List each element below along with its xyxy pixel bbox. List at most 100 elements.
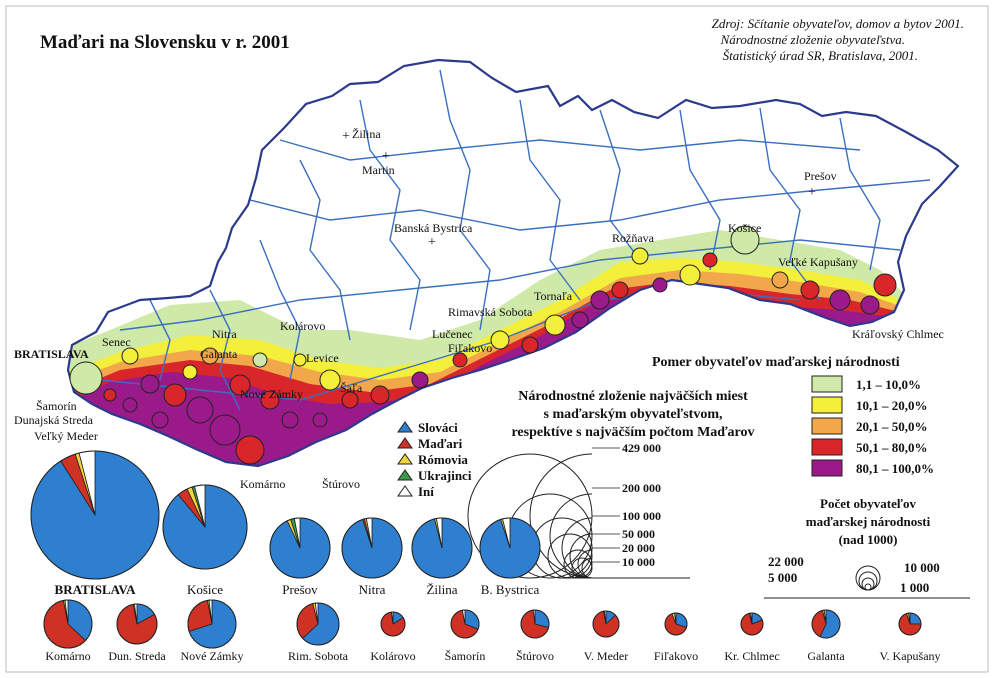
city-labels: Žilina Martin Prešov Banská Bystrica Rož… — [14, 127, 944, 491]
city-label: Galanta — [200, 347, 238, 361]
settlement-circles — [69, 225, 897, 465]
ratio-label: 50,1 – 80,0% — [856, 440, 928, 455]
pie-outline — [341, 517, 403, 579]
city-label: Fiľakovo — [448, 341, 492, 355]
ratio-legend-title: Pomer obyvateľov maďarskej národnosti — [652, 355, 900, 370]
source-line: Národnostné zloženie obyvateľstva. — [720, 32, 905, 47]
ratio-swatch — [811, 396, 843, 414]
pie-city-label: Kolárovo — [370, 649, 415, 663]
legend-label: Slováci — [418, 420, 458, 435]
svg-text:+: + — [808, 185, 816, 200]
pie-city-label: Nitra — [359, 582, 386, 597]
pie-city-label: Komárno — [45, 649, 90, 663]
count-label: 1 000 — [900, 580, 929, 595]
svg-text:+: + — [428, 235, 436, 250]
pie-city-label: V. Meder — [584, 649, 628, 663]
large-city-pies: BRATISLAVA Košice Prešov Nitra Žilina B. Byst… — [30, 450, 541, 597]
city-label: Šamorín — [36, 399, 77, 413]
city-label: Košice — [728, 221, 761, 235]
city-pie — [898, 612, 922, 636]
pie-outline — [479, 517, 541, 579]
city-label: Veľký Meder — [34, 429, 98, 443]
city-pie — [380, 611, 406, 637]
ratio-label: 1,1 – 10,0% — [856, 377, 921, 392]
pie-city-label: Žilina — [426, 582, 457, 597]
city-pie — [187, 599, 237, 649]
svg-text:+: + — [342, 129, 350, 144]
city-pie — [450, 609, 480, 639]
city-pie — [811, 609, 841, 639]
pie-outline — [269, 517, 331, 579]
city-label: Lučenec — [432, 327, 473, 341]
city-pie — [592, 610, 620, 638]
pie-city-label: Štúrovo — [516, 649, 554, 663]
ratio-label: 80,1 – 100,0% — [856, 461, 934, 476]
ratio-legend: Pomer obyvateľov maďarskej národnosti 1,… — [652, 355, 934, 477]
composition-title-line: respektíve s najväčším počtom Maďarov — [511, 425, 754, 440]
composition-title-line: Národnostné zloženie najväčších miest — [518, 389, 748, 404]
pie-outline — [450, 609, 480, 639]
size-label: 429 000 — [622, 441, 661, 455]
city-label: Rimavská Sobota — [448, 305, 533, 319]
ratio-swatch — [811, 417, 843, 435]
city-pie — [520, 609, 550, 639]
source-note: Zdroj: Sčítanie obyvateľov, domov a byto… — [712, 16, 964, 63]
ratio-swatch — [811, 459, 843, 477]
count-label: 5 000 — [768, 570, 797, 585]
pie-city-label: BRATISLAVA — [55, 582, 137, 597]
pie-outline — [898, 612, 922, 636]
city-pie — [269, 517, 331, 579]
ratio-label: 20,1 – 50,0% — [856, 419, 928, 434]
size-label: 200 000 — [622, 481, 661, 495]
size-arc — [549, 493, 593, 579]
pie-outline — [740, 612, 764, 636]
ratio-label: 10,1 – 20,0% — [856, 398, 928, 413]
map-title: Maďari na Slovensku v r. 2001 — [40, 32, 290, 53]
city-label: Senec — [102, 335, 131, 349]
city-label: Levice — [306, 351, 339, 365]
pie-city-label: Kr. Chlmec — [724, 649, 779, 663]
city-label: Veľké Kapušany — [778, 255, 858, 269]
city-label: Komárno — [240, 477, 285, 491]
pie-city-label: Rim. Sobota — [288, 649, 349, 663]
city-label: BRATISLAVA — [14, 347, 89, 361]
count-circle — [864, 583, 872, 591]
city-pie — [296, 602, 340, 646]
pie-city-label: B. Bystrica — [481, 582, 540, 597]
pie-outline — [30, 450, 160, 580]
pie-city-label: Prešov — [282, 582, 318, 597]
composition-title: Národnostné zloženie najväčších miest s … — [511, 389, 754, 440]
city-pie — [43, 599, 93, 649]
city-label: Dunajská Streda — [14, 413, 94, 427]
legend-swatch — [397, 453, 413, 465]
size-label: 20 000 — [622, 541, 655, 555]
count-label: 10 000 — [904, 560, 940, 575]
count-label: 22 000 — [768, 554, 804, 569]
city-pie — [341, 517, 403, 579]
city-label: Prešov — [804, 169, 837, 183]
size-arc — [569, 533, 593, 579]
city-pie — [411, 517, 473, 579]
city-label: Banská Bystrica — [394, 221, 473, 235]
pie-outline — [43, 599, 93, 649]
slovakia-border — [66, 58, 960, 468]
pie-outline — [380, 611, 406, 637]
source-line: Štatistický úrad SR, Bratislava, 2001. — [723, 48, 918, 63]
ratio-swatch — [811, 438, 843, 456]
pie-outline — [116, 603, 158, 645]
legend-swatch — [397, 421, 413, 433]
city-pie — [162, 484, 248, 570]
pie-outline — [520, 609, 550, 639]
pie-outline — [296, 602, 340, 646]
pie-outline — [811, 609, 841, 639]
outer-frame — [5, 5, 989, 673]
count-circle — [858, 571, 878, 591]
count-legend: Počet obyvateľov maďarskej národnosti (n… — [764, 496, 970, 599]
source-line: Zdroj: Sčítanie obyvateľov, domov a byto… — [712, 16, 964, 31]
pie-outline — [592, 610, 620, 638]
pie-city-label: Fiľakovo — [654, 649, 698, 663]
city-pie — [740, 612, 764, 636]
